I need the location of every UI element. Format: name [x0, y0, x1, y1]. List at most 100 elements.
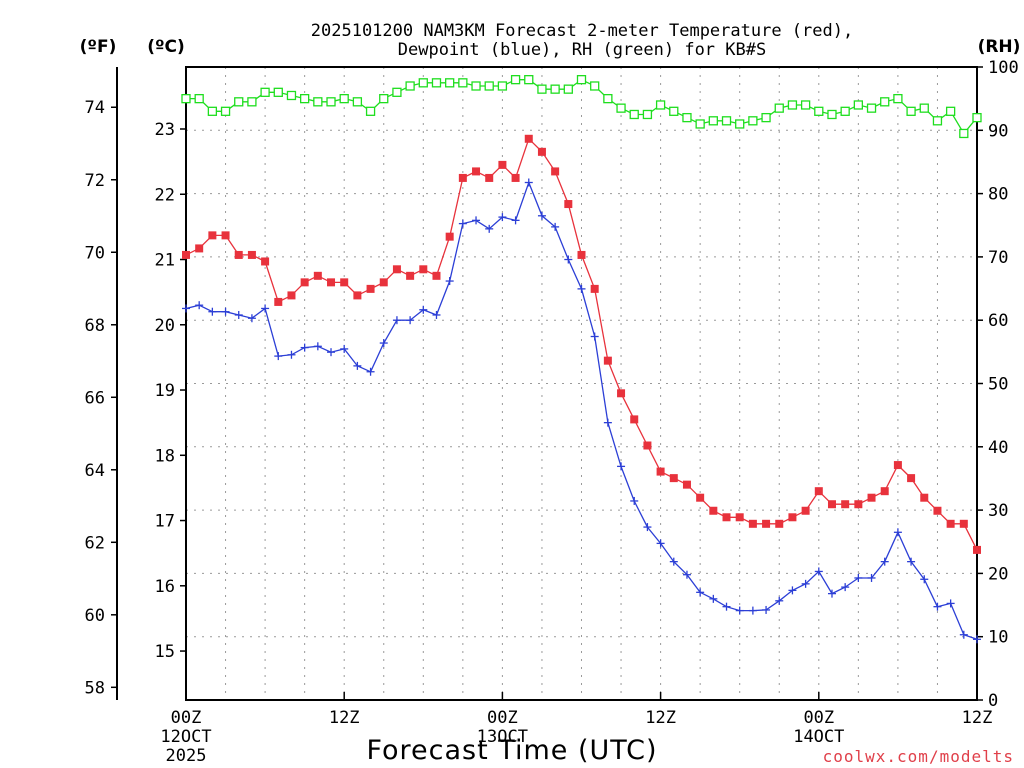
- rh-point: [774, 103, 784, 113]
- temperature-point: [841, 500, 850, 509]
- temperature-point: [445, 232, 454, 241]
- dewpoint-point: [511, 216, 520, 225]
- temperature-point: [419, 265, 428, 274]
- rh-point: [510, 75, 521, 85]
- dewpoint-point: [617, 462, 626, 471]
- temperature-point: [788, 513, 797, 522]
- rh-tick-label: 30: [988, 501, 1008, 521]
- temperature-point: [379, 278, 388, 287]
- dewpoint-point: [419, 305, 428, 314]
- dewpoint-point: [643, 523, 652, 532]
- rh-point: [721, 116, 732, 126]
- dewpoint-point: [827, 589, 836, 598]
- temperature-point: [511, 173, 520, 182]
- temperature-point: [959, 519, 968, 528]
- dewpoint-point: [893, 528, 902, 537]
- x-tick-date-label: 12OCT: [160, 727, 211, 747]
- dewpoint-point: [788, 586, 797, 595]
- dewpoint-point: [801, 579, 810, 588]
- x-tick-date-label: 13OCT: [477, 727, 528, 747]
- temperature-point: [564, 200, 573, 209]
- rh-point: [748, 116, 758, 126]
- dewpoint-point: [762, 605, 771, 614]
- rh-point: [695, 119, 705, 129]
- temperature-point: [432, 271, 441, 280]
- data-series: [181, 75, 982, 644]
- dewpoint-point: [353, 361, 362, 370]
- temperature-point: [195, 244, 204, 253]
- temperature-point: [643, 441, 652, 450]
- rh-point: [326, 97, 336, 107]
- x-axis-title: Forecast Time (UTC): [366, 735, 657, 766]
- temperature-point: [247, 250, 256, 259]
- temperature-point: [366, 284, 375, 293]
- rh-point: [642, 109, 653, 120]
- rh-point: [932, 116, 943, 126]
- rh-point: [576, 75, 587, 85]
- x-tick-label: 00Z: [487, 708, 518, 728]
- rh-point: [735, 119, 745, 129]
- temperature-point: [801, 506, 810, 515]
- temperature-point: [300, 278, 309, 287]
- f-tick-label: 66: [85, 388, 105, 408]
- rh-point: [616, 103, 626, 113]
- x-tick-label: 00Z: [803, 708, 834, 728]
- rh-point: [603, 94, 613, 104]
- temperature-point: [880, 487, 889, 496]
- rh-point: [194, 94, 204, 104]
- rh-point: [286, 90, 297, 101]
- temperature-point: [353, 291, 362, 300]
- dewpoint-point: [234, 310, 243, 319]
- temperature-point: [946, 519, 955, 528]
- rh-point: [260, 87, 270, 97]
- temperature-point: [933, 506, 942, 515]
- x-tick-year-label: 2025: [166, 746, 207, 766]
- rh-point: [814, 106, 824, 116]
- dewpoint-point: [182, 304, 190, 313]
- dewpoint-point: [920, 575, 929, 584]
- rh-point: [590, 81, 600, 91]
- tick-labels: 58 60 62 64 66 68 70 72 74 15 16 17 18 19 20 21 22 23 0 10 2…: [85, 58, 1019, 766]
- temperature-point: [827, 500, 836, 509]
- rh-point: [906, 106, 916, 116]
- f-tick-label: 62: [85, 533, 105, 553]
- rh-tick-label: 60: [988, 311, 1008, 331]
- rh-point: [339, 94, 349, 104]
- dewpoint-point: [247, 314, 256, 323]
- temperature-point: [261, 257, 270, 266]
- dewpoint-point: [392, 316, 401, 325]
- rh-unit-label: (RH): [978, 37, 1021, 57]
- dewpoint-point: [669, 557, 678, 566]
- chart-title-line1: 2025101200 NAM3KM Forecast 2-meter Tempe…: [311, 21, 853, 41]
- temperature-point: [234, 250, 243, 259]
- dewpoint-point: [854, 573, 863, 582]
- f-tick-label: 58: [85, 678, 105, 698]
- dewpoint-point: [735, 606, 744, 615]
- rh-point: [827, 109, 837, 120]
- dewpoint-point: [867, 573, 876, 582]
- rh-point: [234, 97, 244, 107]
- rh-point: [563, 84, 573, 94]
- rh-point: [761, 112, 771, 123]
- rh-point: [866, 103, 877, 113]
- x-tick-date-label: 14OCT: [793, 727, 844, 747]
- rh-point: [484, 81, 494, 91]
- gridlines: [186, 67, 977, 700]
- dewpoint-point: [340, 344, 349, 353]
- dewpoint-point: [656, 539, 665, 548]
- rh-tick-label: 100: [988, 58, 1019, 78]
- temperature-point: [182, 250, 190, 259]
- f-tick-label: 74: [85, 98, 105, 118]
- dewpoint-point: [379, 339, 388, 348]
- temperature-point: [577, 250, 586, 259]
- dewpoint-point: [814, 567, 823, 576]
- temperature-point: [551, 167, 560, 176]
- temperature-point: [472, 167, 481, 176]
- rh-point: [669, 106, 679, 116]
- temperature-point: [669, 474, 678, 483]
- rh-point: [550, 84, 560, 94]
- temperature-point: [893, 461, 902, 470]
- rh-point: [497, 81, 508, 91]
- dewpoint-point: [973, 635, 981, 644]
- dewpoint-point: [682, 570, 691, 579]
